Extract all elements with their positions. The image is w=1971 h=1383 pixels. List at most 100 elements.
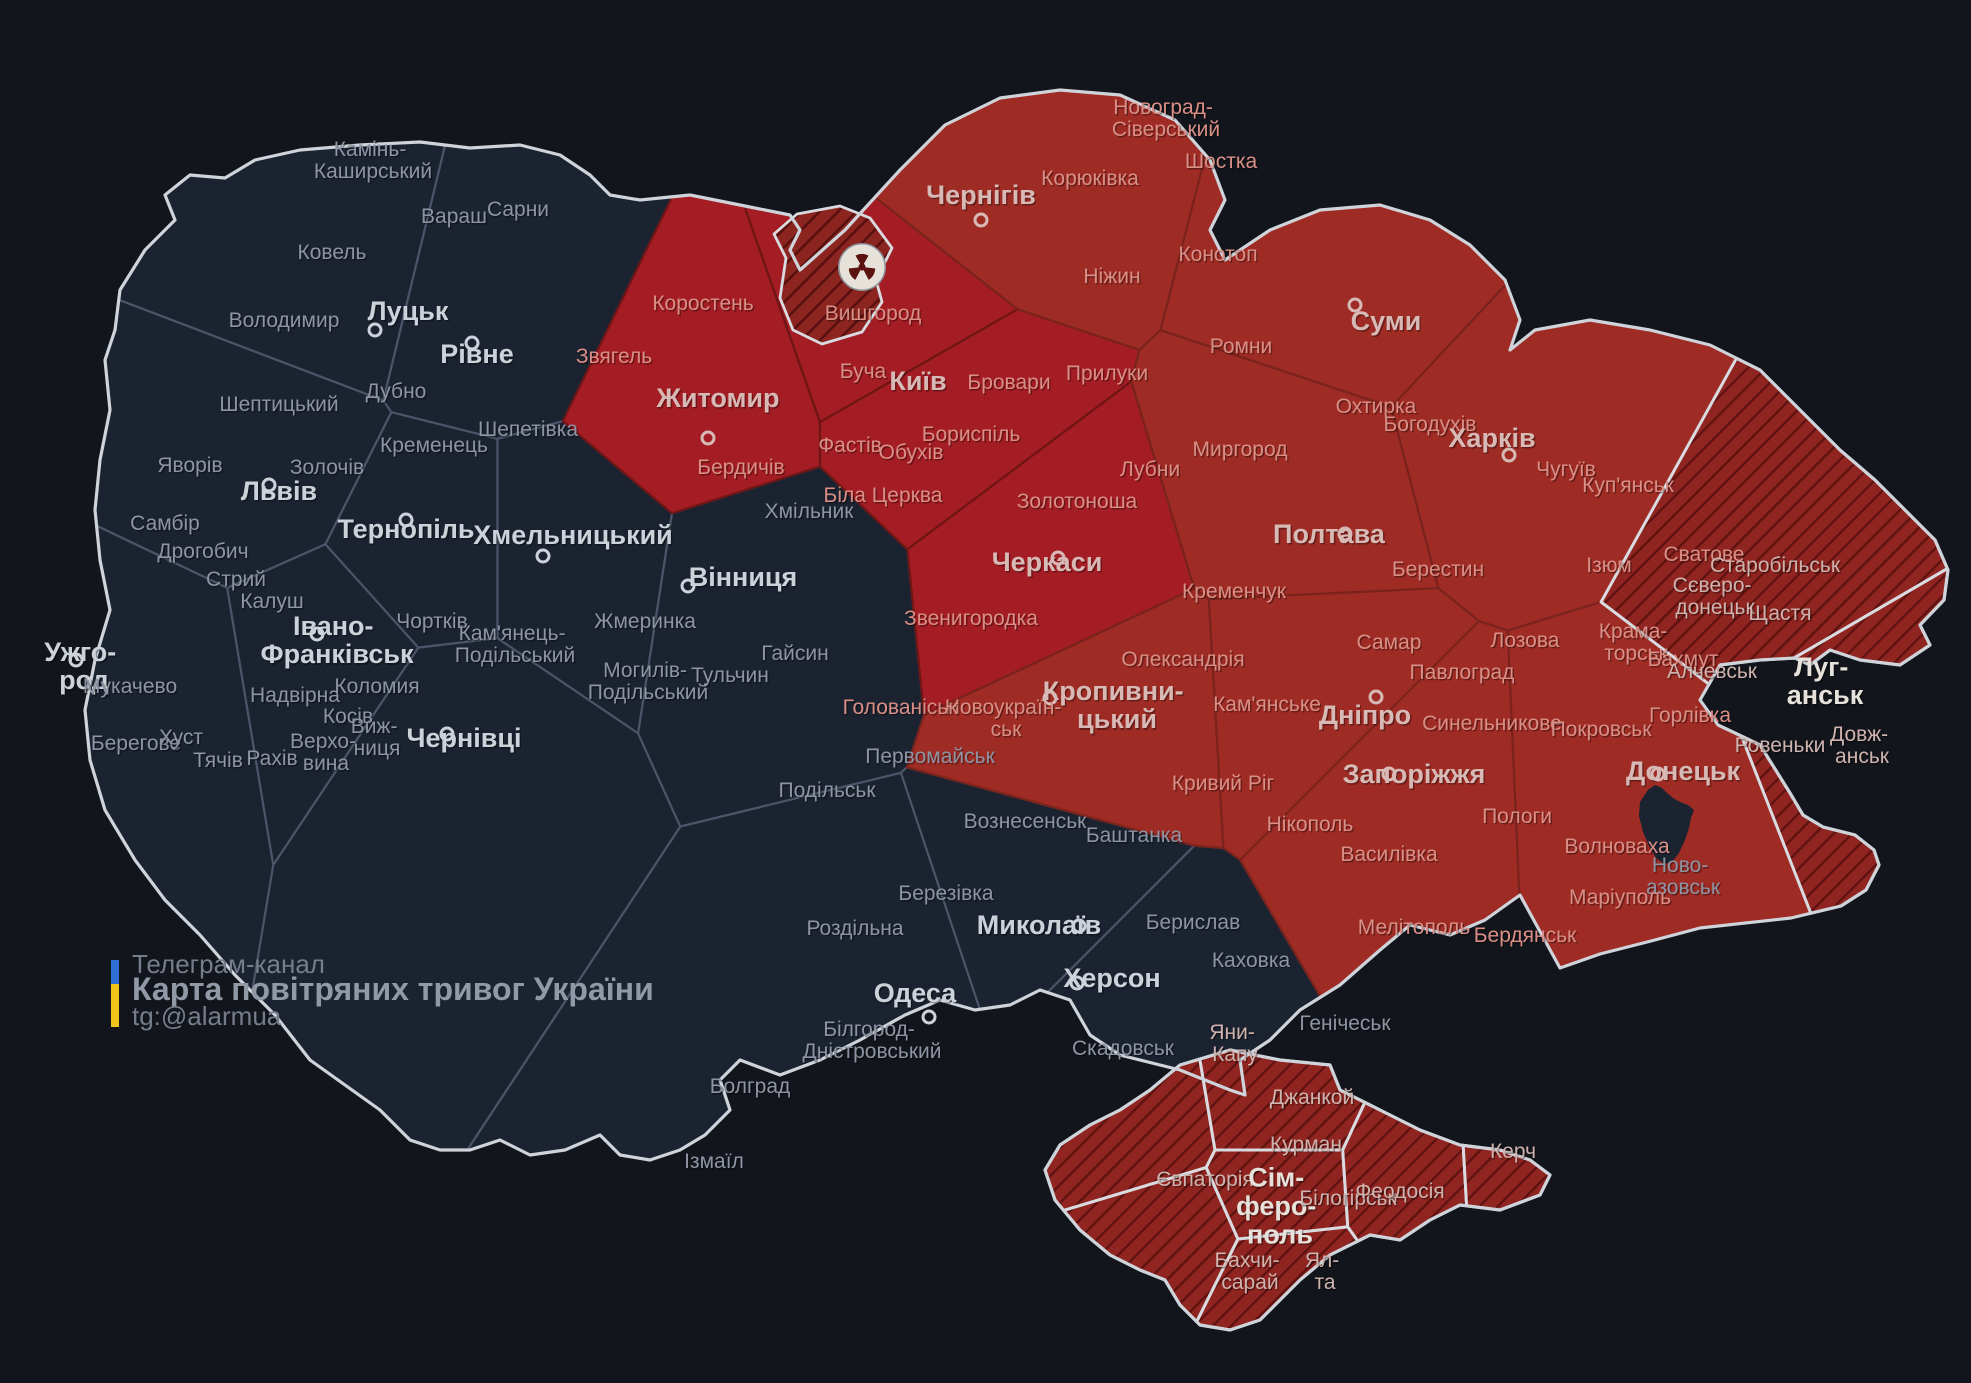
svg-text:Лозова: Лозова xyxy=(1491,629,1560,652)
svg-text:Київ: Київ xyxy=(889,366,946,396)
svg-text:Луцьк: Луцьк xyxy=(368,296,449,326)
svg-text:Коломия: Коломия xyxy=(334,675,419,698)
svg-text:Звенигородка: Звенигородка xyxy=(904,607,1038,630)
svg-text:Золотоноша: Золотоноша xyxy=(1017,490,1138,513)
svg-text:Роздільна: Роздільна xyxy=(806,917,903,940)
svg-text:Самбір: Самбір xyxy=(130,512,200,535)
svg-text:Подільськ: Подільськ xyxy=(778,779,876,802)
svg-text:Жмеринка: Жмеринка xyxy=(594,610,696,633)
svg-text:Дніпро: Дніпро xyxy=(1319,700,1411,730)
svg-text:Дрогобич: Дрогобич xyxy=(157,540,248,563)
svg-text:Баштанка: Баштанка xyxy=(1086,824,1183,847)
svg-text:Тульчин: Тульчин xyxy=(691,664,769,687)
svg-text:Алчевськ: Алчевськ xyxy=(1667,660,1758,683)
svg-text:Шептицький: Шептицький xyxy=(219,393,338,416)
svg-text:Білгород- Дністровський: Білгород- Дністровський xyxy=(803,1018,942,1063)
svg-text:Куп'янськ: Куп'янськ xyxy=(1582,474,1675,497)
svg-text:Березівка: Березівка xyxy=(898,882,993,905)
svg-text:Олександрія: Олександрія xyxy=(1121,648,1244,671)
svg-text:Кривий Ріг: Кривий Ріг xyxy=(1172,772,1275,795)
svg-text:Яни- Капу: Яни- Капу xyxy=(1209,1021,1260,1066)
svg-text:Нікополь: Нікополь xyxy=(1267,813,1354,836)
svg-text:Довж- анськ: Довж- анськ xyxy=(1830,723,1894,768)
svg-text:Бердичів: Бердичів xyxy=(697,456,784,479)
svg-text:Кременець: Кременець xyxy=(380,434,488,457)
svg-text:Запоріжжя: Запоріжжя xyxy=(1343,759,1486,789)
svg-text:Черкаси: Черкаси xyxy=(992,547,1103,577)
svg-text:Дубно: Дубно xyxy=(366,380,427,403)
svg-text:Вишгород: Вишгород xyxy=(825,302,922,325)
svg-text:Донецьк: Донецьк xyxy=(1626,756,1741,786)
svg-text:Коростень: Коростень xyxy=(652,292,753,315)
svg-text:Хмільник: Хмільник xyxy=(765,500,855,523)
svg-text:Яворів: Яворів xyxy=(157,454,222,477)
svg-text:Пологи: Пологи xyxy=(1482,805,1552,828)
svg-text:Миргород: Миргород xyxy=(1193,438,1288,461)
svg-text:Голованіськ: Голованіськ xyxy=(843,696,959,719)
svg-text:Надвірна: Надвірна xyxy=(250,684,340,707)
svg-text:Сєверо- донецьк: Сєверо- донецьк xyxy=(1673,574,1758,619)
svg-text:Звягель: Звягель xyxy=(576,345,652,368)
svg-text:Бориспіль: Бориспіль xyxy=(922,423,1021,446)
svg-text:Курман: Курман xyxy=(1270,1133,1342,1156)
svg-text:Ізмаїл: Ізмаїл xyxy=(684,1150,744,1173)
svg-text:Корюківка: Корюківка xyxy=(1041,167,1139,190)
svg-text:Стрий: Стрий xyxy=(206,568,266,591)
svg-text:Шепетівка: Шепетівка xyxy=(478,418,578,441)
svg-text:Джанкой: Джанкой xyxy=(1270,1086,1354,1109)
svg-text:Павлоград: Павлоград xyxy=(1410,661,1515,684)
svg-text:Горлівка: Горлівка xyxy=(1649,704,1731,727)
svg-text:Щастя: Щастя xyxy=(1748,602,1811,625)
svg-text:Берислав: Берислав xyxy=(1146,911,1240,934)
svg-text:Вараш: Вараш xyxy=(421,205,487,228)
svg-text:Тячів: Тячів xyxy=(193,749,243,772)
svg-text:Буча: Буча xyxy=(840,360,887,383)
svg-text:Ніжин: Ніжин xyxy=(1083,265,1140,288)
svg-text:Синельникове: Синельникове xyxy=(1422,712,1562,735)
svg-text:Одеса: Одеса xyxy=(874,978,957,1008)
svg-text:Конотоп: Конотоп xyxy=(1178,243,1257,266)
svg-text:Калуш: Калуш xyxy=(240,590,304,613)
svg-text:Вознесенськ: Вознесенськ xyxy=(964,810,1088,833)
svg-text:Самар: Самар xyxy=(1357,631,1422,654)
svg-text:Скадовськ: Скадовськ xyxy=(1072,1037,1175,1060)
svg-text:Болград: Болград xyxy=(710,1075,791,1098)
svg-text:Мукачево: Мукачево xyxy=(83,675,177,698)
svg-text:Бахчи- сарай: Бахчи- сарай xyxy=(1214,1249,1285,1294)
svg-text:Каховка: Каховка xyxy=(1212,949,1291,972)
svg-text:Ковель: Ковель xyxy=(297,241,366,264)
svg-text:Євпаторія: Євпаторія xyxy=(1156,1168,1254,1191)
svg-text:Прилуки: Прилуки xyxy=(1066,362,1148,385)
svg-text:Чортків: Чортків xyxy=(396,610,468,633)
svg-text:Кам'янське: Кам'янське xyxy=(1213,693,1321,716)
svg-text:Лубни: Лубни xyxy=(1120,458,1180,481)
svg-text:Житомир: Житомир xyxy=(655,383,779,413)
svg-text:Первомайськ: Первомайськ xyxy=(865,745,995,768)
svg-text:Полтава: Полтава xyxy=(1273,519,1386,549)
svg-text:Мелітополь: Мелітополь xyxy=(1358,916,1471,939)
svg-text:Луг- анськ: Луг- анськ xyxy=(1787,652,1864,710)
svg-text:Покровськ: Покровськ xyxy=(1551,718,1653,741)
svg-text:Кам'янець- Подільський: Кам'янець- Подільський xyxy=(455,622,576,667)
svg-text:Чернігів: Чернігів xyxy=(926,180,1036,210)
svg-text:Ізюм: Ізюм xyxy=(1586,554,1631,577)
svg-text:Гайсин: Гайсин xyxy=(761,642,828,665)
svg-text:Чернівці: Чернівці xyxy=(407,723,522,753)
svg-text:Суми: Суми xyxy=(1351,306,1422,336)
svg-text:Харків: Харків xyxy=(1448,423,1535,453)
svg-text:Хмельницький: Хмельницький xyxy=(473,520,673,550)
svg-text:Кременчук: Кременчук xyxy=(1182,580,1287,603)
svg-text:Берестин: Берестин xyxy=(1392,558,1484,581)
svg-text:Володимир: Володимир xyxy=(229,309,340,332)
svg-text:Виж- ниця: Виж- ниця xyxy=(351,715,404,760)
svg-text:Керч: Керч xyxy=(1490,1140,1536,1163)
svg-text:Тернопіль: Тернопіль xyxy=(337,514,474,544)
svg-text:Маріуполь: Маріуполь xyxy=(1569,886,1671,909)
svg-text:Фастів: Фастів xyxy=(818,434,882,457)
svg-text:Феодосія: Феодосія xyxy=(1355,1180,1444,1203)
svg-text:Генічеськ: Генічеськ xyxy=(1299,1012,1391,1035)
svg-text:Вінниця: Вінниця xyxy=(689,562,798,592)
svg-text:Хуст: Хуст xyxy=(159,726,203,749)
svg-text:Шостка: Шостка xyxy=(1185,150,1258,173)
svg-text:tg:@alarmua: tg:@alarmua xyxy=(132,1001,282,1031)
